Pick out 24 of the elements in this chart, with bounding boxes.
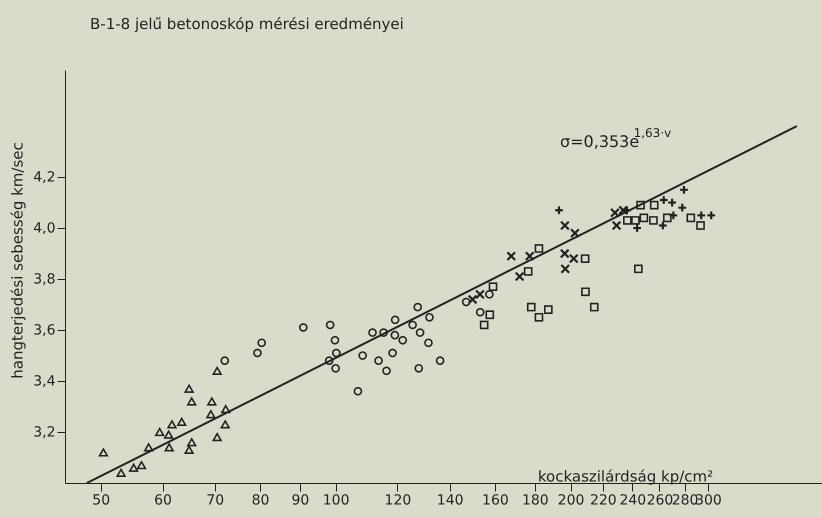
x-tick-label: 180: [522, 492, 549, 508]
x-tick-label: 240: [619, 492, 646, 508]
chart-title: B-1-8 jelű betonoskóp mérési eredményei: [90, 15, 404, 33]
x-tick-label: 90: [292, 492, 310, 508]
annotation: σ=0,353e1,63·v: [560, 126, 672, 151]
x-tick-label: 80: [252, 492, 270, 508]
x-axis-title: kockaszilárdság kp/cm²: [538, 468, 714, 486]
y-axis-title: hangterjedési sebesség km/sec: [8, 142, 26, 379]
x-tick-label: 50: [92, 492, 110, 508]
x-tick-label: 200: [558, 492, 584, 508]
x-tick-label: 220: [590, 492, 617, 508]
x-tick-label: 160: [482, 492, 509, 508]
x-tick-label: 60: [154, 492, 172, 508]
y-tick-label: 4,2: [33, 170, 56, 186]
y-tick-label: 3,8: [33, 272, 56, 288]
x-tick-label: 120: [384, 492, 412, 508]
x-tick-label: 140: [436, 492, 464, 508]
x-tick-label: 260: [646, 492, 674, 508]
x-tick-label: 70: [206, 492, 224, 508]
y-tick-label: 4,0: [33, 220, 56, 237]
y-tick-label: 3,6: [33, 322, 56, 339]
x-tick-label: 100: [322, 492, 350, 508]
y-tick-label: 3,2: [33, 424, 56, 441]
y-tick-label: 3,4: [33, 374, 56, 390]
